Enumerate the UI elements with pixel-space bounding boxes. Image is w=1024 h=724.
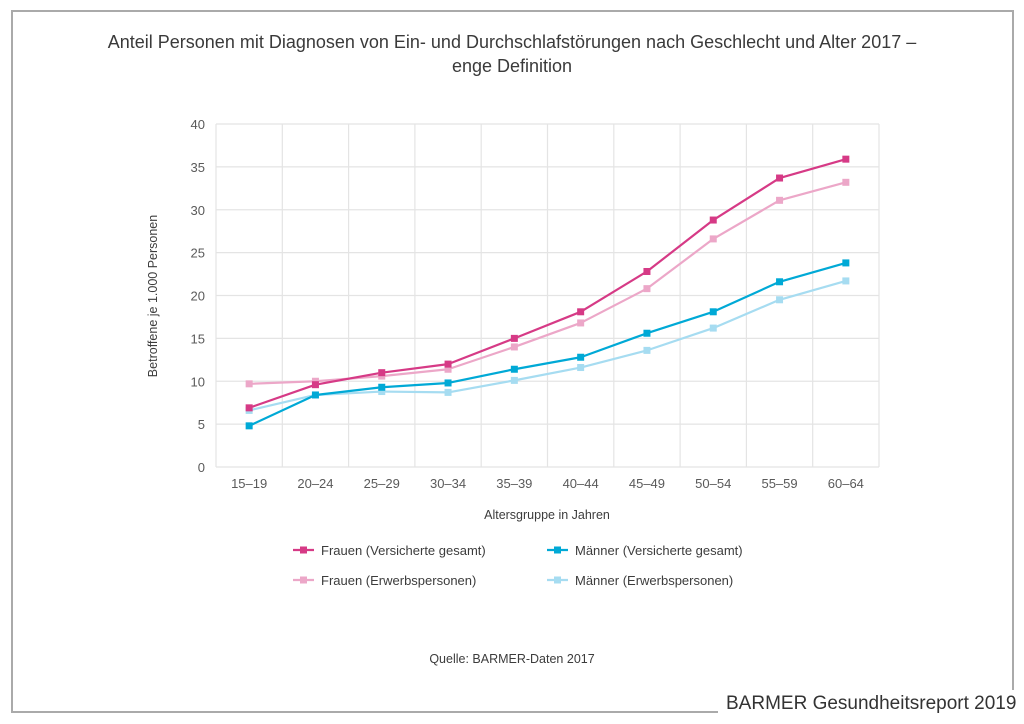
x-tick-labels: 15–19 20–24 25–29 30–34 35–39 40–44 45–49 50–54… bbox=[231, 476, 864, 491]
x-tick-label: 60–64 bbox=[828, 476, 864, 491]
chart-title-line-1: Anteil Personen mit Diagnosen von Ein- u… bbox=[107, 32, 917, 52]
data-point bbox=[577, 319, 585, 327]
data-point bbox=[510, 376, 518, 384]
data-point bbox=[444, 365, 452, 373]
frame-border-top bbox=[11, 10, 1014, 12]
data-point bbox=[709, 308, 717, 316]
series-markers bbox=[245, 155, 850, 430]
y-tick-label: 15 bbox=[191, 331, 205, 346]
data-point bbox=[577, 308, 585, 316]
series-lines bbox=[248, 158, 847, 427]
data-point bbox=[577, 353, 585, 361]
data-point bbox=[444, 360, 452, 368]
y-tick-label: 0 bbox=[198, 460, 205, 475]
data-point bbox=[444, 388, 452, 396]
data-point bbox=[577, 364, 585, 372]
legend-marker-icon bbox=[554, 576, 561, 584]
data-point bbox=[444, 379, 452, 387]
chart-title-line-2: enge Definition bbox=[451, 56, 573, 76]
data-point bbox=[709, 235, 717, 243]
data-point bbox=[378, 383, 386, 391]
y-tick-labels: 0 5 10 15 20 25 30 35 40 bbox=[191, 117, 205, 475]
y-axis-label: Betroffene je 1.000 Personen bbox=[146, 215, 160, 377]
data-point bbox=[311, 391, 319, 399]
legend-item: Männer (Erwerbspersonen) bbox=[547, 573, 733, 588]
legend-label: Männer (Erwerbspersonen) bbox=[575, 573, 733, 588]
x-tick-label: 45–49 bbox=[629, 476, 665, 491]
x-tick-label: 55–59 bbox=[761, 476, 797, 491]
data-point bbox=[245, 380, 253, 388]
legend-marker-icon bbox=[300, 546, 307, 554]
data-point bbox=[776, 278, 784, 286]
frame-border-left bbox=[11, 10, 13, 713]
y-tick-label: 35 bbox=[191, 160, 205, 175]
legend-item: Männer (Versicherte gesamt) bbox=[547, 543, 743, 558]
y-tick-label: 5 bbox=[198, 417, 205, 432]
x-tick-label: 35–39 bbox=[496, 476, 532, 491]
frame-border-right bbox=[1012, 10, 1014, 690]
data-point bbox=[842, 277, 850, 285]
series-line bbox=[248, 158, 847, 409]
footer-brand: BARMER Gesundheitsreport 2019 bbox=[726, 693, 1017, 714]
legend-marker-icon bbox=[554, 546, 561, 554]
legend-marker-icon bbox=[300, 576, 307, 584]
legend: Frauen (Versicherte gesamt) Frauen (Erwer… bbox=[293, 543, 743, 588]
data-point bbox=[378, 388, 386, 396]
y-tick-label: 10 bbox=[191, 374, 205, 389]
data-point bbox=[643, 329, 651, 337]
y-tick-label: 25 bbox=[191, 246, 205, 261]
data-point bbox=[842, 155, 850, 163]
data-point bbox=[842, 178, 850, 186]
legend-item: Frauen (Versicherte gesamt) bbox=[293, 543, 486, 558]
legend-item: Frauen (Erwerbspersonen) bbox=[293, 573, 476, 588]
data-point bbox=[842, 259, 850, 267]
data-point bbox=[245, 404, 253, 412]
source-note: Quelle: BARMER-Daten 2017 bbox=[429, 652, 595, 666]
legend-label: Frauen (Erwerbspersonen) bbox=[321, 573, 476, 588]
data-point bbox=[510, 365, 518, 373]
series-line bbox=[248, 279, 847, 412]
frame-border-bottom bbox=[11, 711, 718, 713]
series-line bbox=[248, 261, 847, 427]
data-point bbox=[510, 343, 518, 351]
data-point bbox=[510, 334, 518, 342]
data-point bbox=[311, 381, 319, 389]
x-axis-label: Altersgruppe in Jahren bbox=[484, 508, 610, 522]
legend-label: Männer (Versicherte gesamt) bbox=[575, 543, 743, 558]
x-tick-label: 15–19 bbox=[231, 476, 267, 491]
data-point bbox=[245, 422, 253, 430]
x-tick-label: 20–24 bbox=[297, 476, 333, 491]
data-point bbox=[643, 267, 651, 275]
y-tick-label: 40 bbox=[191, 117, 205, 132]
grid bbox=[215, 123, 880, 468]
data-point bbox=[643, 285, 651, 293]
y-tick-label: 20 bbox=[191, 289, 205, 304]
data-point bbox=[643, 346, 651, 354]
x-tick-label: 40–44 bbox=[563, 476, 599, 491]
x-tick-label: 50–54 bbox=[695, 476, 731, 491]
legend-label: Frauen (Versicherte gesamt) bbox=[321, 543, 486, 558]
data-point bbox=[709, 324, 717, 332]
y-tick-label: 30 bbox=[191, 203, 205, 218]
x-tick-label: 25–29 bbox=[364, 476, 400, 491]
chart-title: Anteil Personen mit Diagnosen von Ein- u… bbox=[40, 30, 984, 78]
line-chart: 0 5 10 15 20 25 30 35 40 15–19 20–24 25–29 30–34 35–… bbox=[146, 117, 880, 588]
data-point bbox=[709, 216, 717, 224]
data-point bbox=[776, 174, 784, 182]
data-point bbox=[378, 369, 386, 377]
data-point bbox=[776, 296, 784, 304]
x-tick-label: 30–34 bbox=[430, 476, 466, 491]
data-point bbox=[776, 196, 784, 204]
